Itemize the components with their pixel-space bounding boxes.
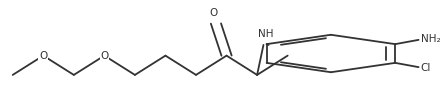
Text: O: O <box>100 51 108 61</box>
Text: O: O <box>39 51 47 61</box>
Text: NH₂: NH₂ <box>421 34 440 44</box>
Text: O: O <box>210 8 218 18</box>
Text: NH: NH <box>258 29 273 39</box>
Text: Cl: Cl <box>421 63 431 73</box>
